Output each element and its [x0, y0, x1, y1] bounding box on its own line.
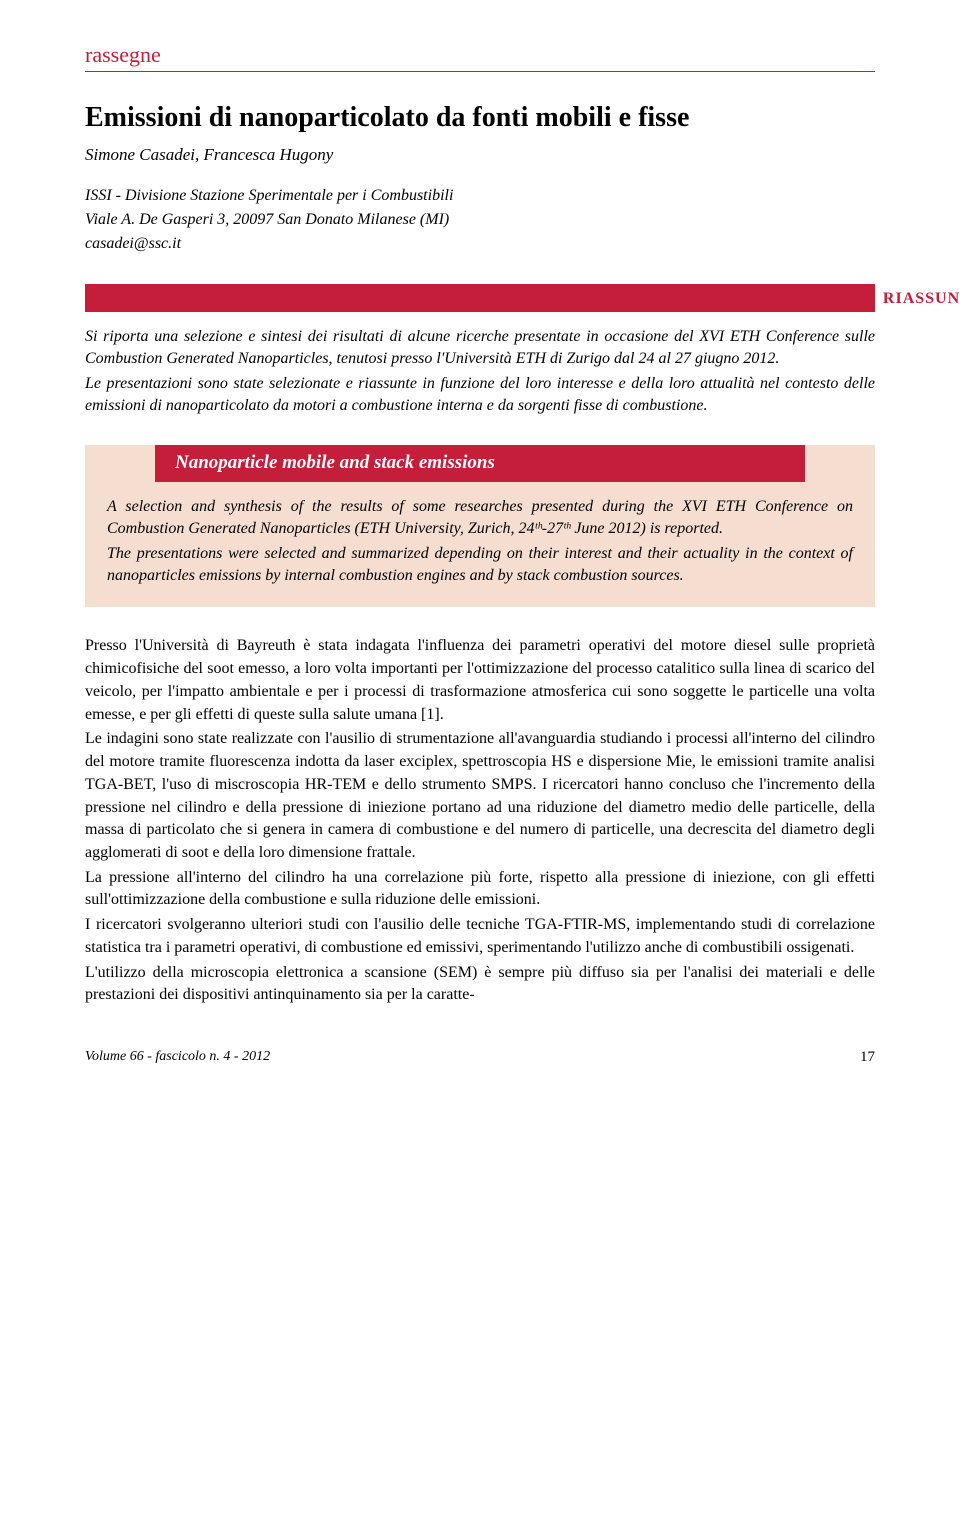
riassunto-header-bar: RIASSUNTO — [85, 284, 875, 312]
issue-citation: Volume 66 - fascicolo n. 4 - 2012 — [85, 1047, 270, 1068]
english-title-bar: Nanoparticle mobile and stack emissions — [155, 445, 805, 482]
page-number: 17 — [860, 1047, 875, 1068]
body-paragraph-5: L'utilizzo della microscopia elettronica… — [85, 962, 875, 1007]
contact-email: casadei@ssc.it — [85, 233, 875, 255]
affiliation-address: Viale A. De Gasperi 3, 20097 San Donato … — [85, 209, 875, 231]
riassunto-label: RIASSUNTO — [883, 288, 960, 310]
body-paragraph-4: I ricercatori svolgeranno ulteriori stud… — [85, 914, 875, 959]
body-paragraph-3: La pressione all'interno del cilindro ha… — [85, 867, 875, 912]
english-abstract-p2: The presentations were selected and summ… — [107, 543, 853, 588]
author-names: Simone Casadei, Francesca Hugony — [85, 143, 875, 167]
body-paragraph-2: Le indagini sono state realizzate con l'… — [85, 728, 875, 864]
body-paragraph-1: Presso l'Università di Bayreuth è stata … — [85, 635, 875, 726]
english-abstract-title: Nanoparticle mobile and stack emissions — [175, 452, 495, 473]
italian-abstract-block: Si riporta una selezione e sintesi dei r… — [85, 326, 875, 418]
article-title: Emissioni di nanoparticolato da fonti mo… — [85, 100, 875, 135]
italian-abstract-p2: Le presentazioni sono state selezionate … — [85, 373, 875, 418]
section-header-rule: rassegne — [85, 40, 875, 72]
italian-abstract-p1: Si riporta una selezione e sintesi dei r… — [85, 326, 875, 371]
english-abstract-p1: A selection and synthesis of the results… — [107, 496, 853, 541]
section-label: rassegne — [85, 40, 161, 71]
affiliation-name: ISSI - Divisione Stazione Sperimentale p… — [85, 185, 875, 207]
english-abstract-text: A selection and synthesis of the results… — [85, 496, 875, 588]
english-abstract-block: Nanoparticle mobile and stack emissions … — [85, 445, 875, 607]
page-footer: Volume 66 - fascicolo n. 4 - 2012 17 — [85, 1047, 875, 1068]
article-body: Presso l'Università di Bayreuth è stata … — [85, 635, 875, 1007]
